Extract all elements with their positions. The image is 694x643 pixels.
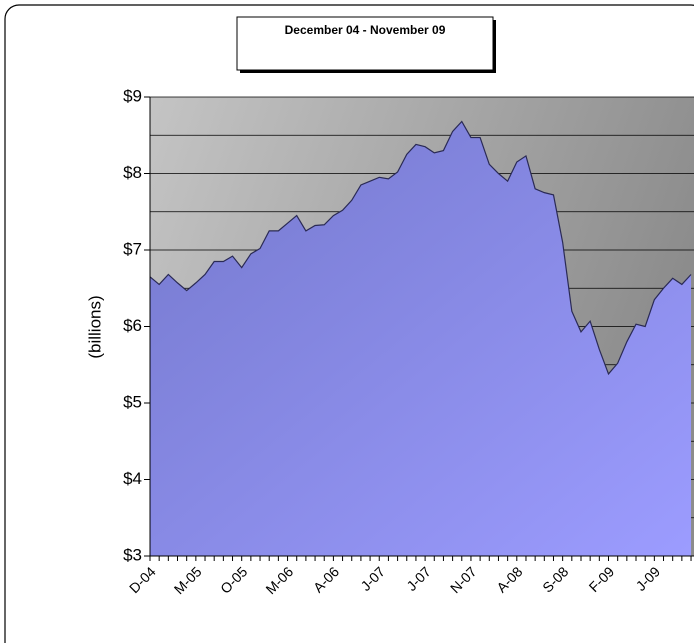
y-axis-label: (billions): [85, 295, 104, 358]
title-box: [236, 16, 494, 71]
area-line: [149, 120, 692, 376]
y-tick-label: $9: [123, 86, 142, 105]
y-tick-label: $7: [123, 239, 142, 258]
chart-title: December 04 - November 09: [285, 23, 446, 37]
area: [150, 121, 692, 556]
y-tick-label: $5: [123, 392, 142, 411]
y-tick-label: $6: [123, 316, 142, 335]
y-tick-label: $8: [123, 163, 142, 182]
y-tick-label: $3: [123, 545, 142, 564]
y-tick-label: $4: [123, 469, 142, 488]
